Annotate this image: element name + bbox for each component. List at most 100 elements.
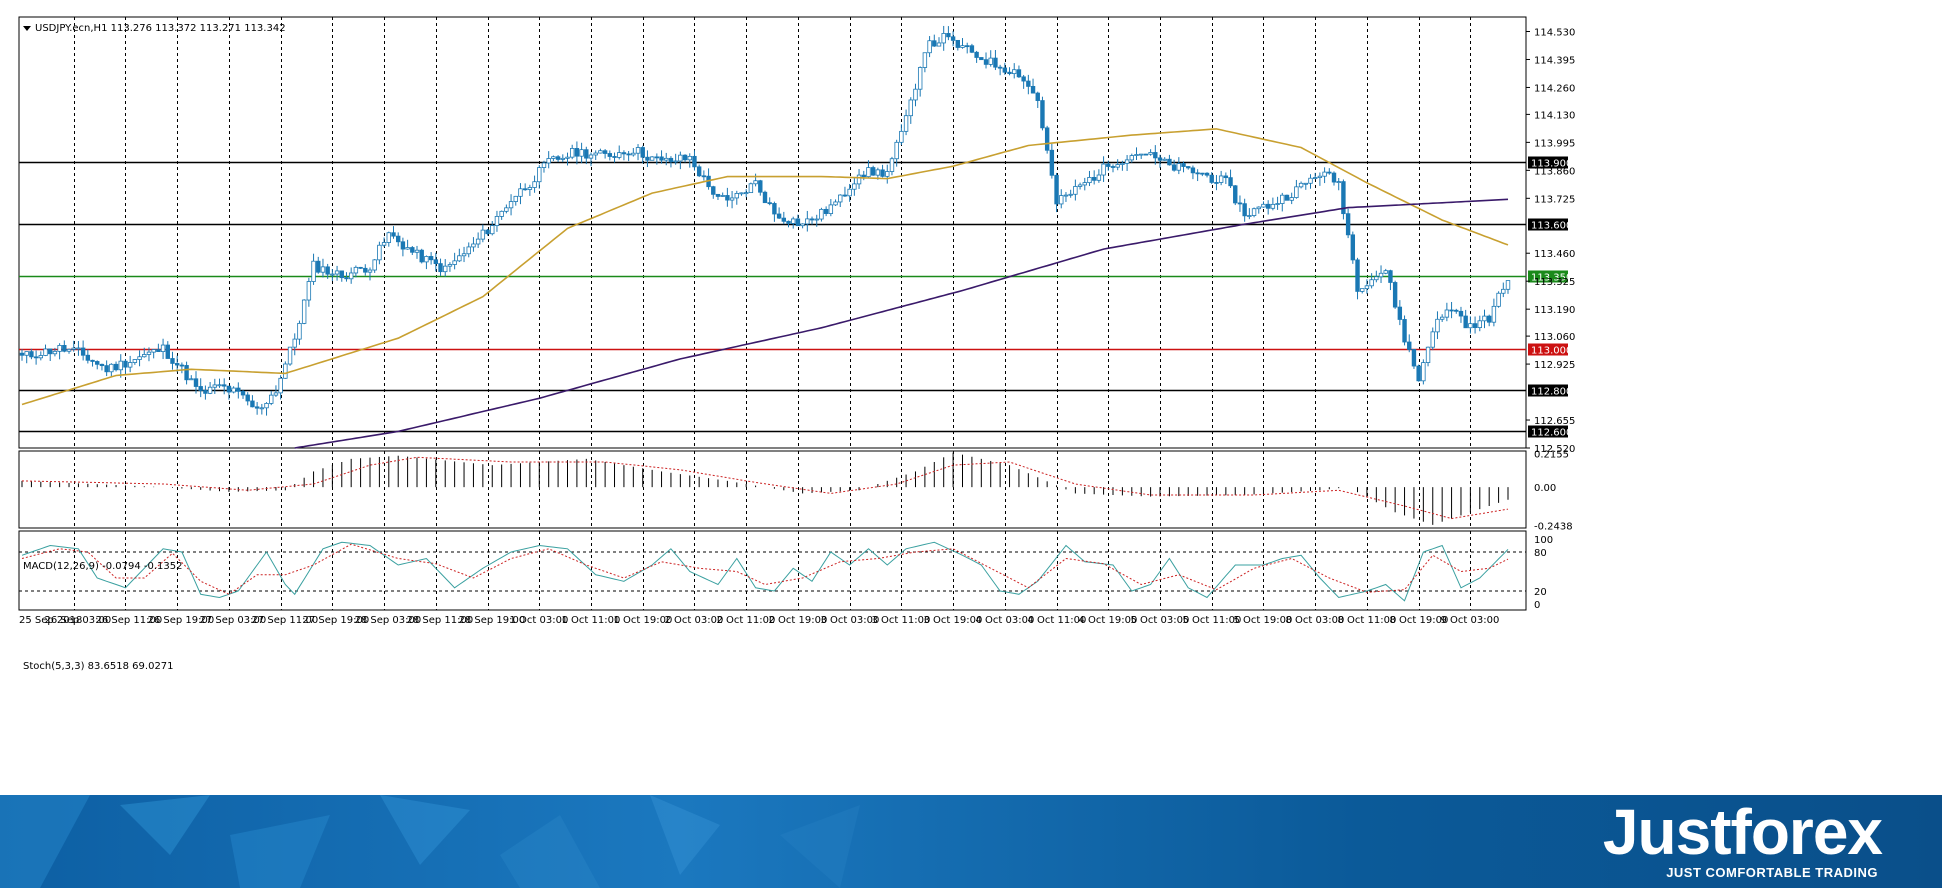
candle-body <box>1463 315 1468 329</box>
candle-body <box>574 148 580 157</box>
candle-body <box>936 42 942 47</box>
time-label: 5 Oct 11:00 <box>1183 615 1242 626</box>
candle-body <box>1016 69 1022 78</box>
time-label: 1 Oct 03:00 <box>510 615 569 626</box>
chart-canvas[interactable]: 113.900 113.600 113.350 113.000 112.800 112.6… <box>0 0 1942 795</box>
candle-body <box>762 191 768 204</box>
candle-body <box>932 40 937 47</box>
time-label: 2 Oct 19:00 <box>769 615 828 626</box>
candle-body <box>1270 203 1276 209</box>
time-label: 3 Oct 19:00 <box>924 615 983 626</box>
candle-body <box>99 363 105 367</box>
candle-body <box>617 152 622 158</box>
brand-tagline: JUST COMFORTABLE TRADING <box>1666 865 1878 880</box>
price-axis: 114.530 114.395 114.260 114.130 113.995 113.8… <box>1526 28 1575 611</box>
candle-body <box>1388 270 1393 283</box>
candle-body <box>1124 159 1130 164</box>
candle-body <box>626 153 631 156</box>
candle-body <box>443 265 448 273</box>
candle-body <box>301 299 307 324</box>
candle-body <box>348 272 354 280</box>
candle-body <box>621 152 627 155</box>
candle-body <box>1350 234 1356 261</box>
candle-body <box>452 260 457 265</box>
candle-body <box>461 253 467 257</box>
candle-body <box>1030 86 1036 94</box>
price-tick-label: 113.725 <box>1534 194 1575 205</box>
candle-body <box>1472 323 1478 329</box>
level-badge-label: 112.800 <box>1531 387 1572 398</box>
price-tick-label: 113.190 <box>1534 305 1575 316</box>
candle-body <box>1407 341 1412 350</box>
price-tick-label: 114.530 <box>1534 28 1575 39</box>
time-label: 8 Oct 19:00 <box>1390 615 1449 626</box>
macd-signal-line <box>21 456 1509 520</box>
candle-body <box>1454 309 1459 312</box>
candle-body <box>588 154 594 159</box>
candle-body <box>127 362 133 368</box>
price-tick-label: 113.995 <box>1534 138 1575 149</box>
candle-body <box>1171 164 1177 171</box>
price-tick-label: 114.130 <box>1534 110 1575 121</box>
candle-body <box>1134 154 1139 156</box>
candle-body <box>278 377 283 394</box>
time-label: 4 Oct 11:00 <box>1028 615 1087 626</box>
trading-chart[interactable]: 113.900 113.600 113.350 113.000 112.800 112.6… <box>0 0 1942 795</box>
candle-body <box>353 266 359 274</box>
candle-body <box>715 193 721 197</box>
candle-body <box>1040 100 1045 129</box>
time-label: 4 Oct 03:00 <box>976 615 1035 626</box>
candle-body <box>1482 315 1487 322</box>
candle-body <box>1486 315 1492 323</box>
candle-body <box>673 160 678 163</box>
candle-body <box>767 202 772 205</box>
candle-body <box>758 180 763 193</box>
indicator-gridlines <box>19 551 1526 592</box>
candle-body <box>805 218 810 225</box>
dropdown-triangle-icon[interactable] <box>23 26 31 31</box>
level-badge-label: 113.000 <box>1531 346 1572 357</box>
candle-body <box>645 156 650 161</box>
candle-body <box>866 167 871 178</box>
candle-body <box>1327 171 1332 174</box>
candle-body <box>424 256 429 263</box>
stoch-title: Stoch(5,3,3) 83.6518 69.0271 <box>23 661 174 672</box>
macd-tick-label: -0.2438 <box>1534 521 1573 532</box>
candle-body <box>729 197 735 201</box>
candle-body <box>1416 365 1421 382</box>
time-label: 8 Oct 11:00 <box>1338 615 1397 626</box>
level-badge <box>1528 270 1568 283</box>
candle-body <box>146 351 152 355</box>
time-label: 26 Sep 19:00 <box>148 615 215 626</box>
candle-body <box>1435 318 1440 333</box>
candle-body <box>1200 172 1205 175</box>
candle-body <box>330 273 335 276</box>
candle-body <box>870 167 876 176</box>
candle-body <box>1218 175 1224 183</box>
candle-body <box>974 51 979 58</box>
candle-body <box>1129 155 1134 161</box>
candle-body <box>508 201 514 209</box>
candle-body <box>1007 71 1012 75</box>
candle-body <box>113 363 119 371</box>
candle-body <box>1186 166 1191 169</box>
candle-body <box>325 266 330 275</box>
level-badge <box>1528 425 1568 438</box>
candle-body <box>1505 280 1511 290</box>
candle-body <box>104 365 109 373</box>
stoch-tick-label: 80 <box>1534 548 1547 559</box>
candle-body <box>856 174 862 185</box>
candle-body <box>1425 346 1431 363</box>
candle-body <box>62 345 67 352</box>
candle-body <box>1190 167 1196 174</box>
candle-body <box>320 266 326 273</box>
price-tick-label: 112.925 <box>1534 360 1575 371</box>
vertical-gridlines <box>74 17 1471 610</box>
chart-header[interactable]: USDJPY.ecn,H1 113.276 113.372 113.271 11… <box>23 23 286 34</box>
candle-body <box>537 167 542 183</box>
candle-body <box>48 348 53 355</box>
level-badge <box>1528 343 1568 356</box>
candle-body <box>965 45 970 48</box>
candle-body <box>1345 213 1351 236</box>
candle-body <box>475 238 481 245</box>
